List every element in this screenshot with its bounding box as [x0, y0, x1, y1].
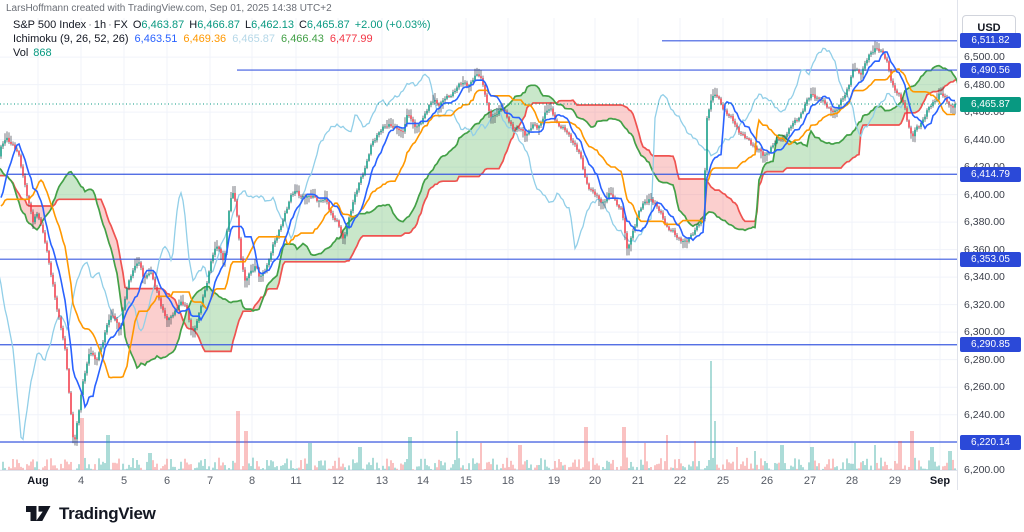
- senkou-a-value: 6,466.43: [281, 33, 324, 45]
- low-key: L: [245, 19, 252, 31]
- time-tick-label: 4: [77, 475, 85, 487]
- volume-legend-row[interactable]: Vol 868: [13, 47, 431, 61]
- level-price-badge: 6,220.14: [960, 434, 1021, 450]
- volume-value: 868: [33, 47, 52, 59]
- chart-plot-area[interactable]: [0, 0, 957, 470]
- time-tick-label: 14: [416, 475, 430, 487]
- kijun-line: [0, 68, 955, 379]
- tradingview-logo-icon: [26, 506, 51, 521]
- symbol-name: S&P 500 Index: [13, 19, 87, 31]
- time-tick-label: 19: [547, 475, 561, 487]
- price-tick-label: 6,400.00: [964, 188, 1005, 201]
- open-key: O: [132, 19, 142, 31]
- open-value: 6,463.87: [141, 19, 185, 31]
- grid-layer: [0, 18, 957, 470]
- tenkan-value: 6,463.51: [134, 33, 178, 45]
- change-value: +2.00 (+0.03%): [354, 19, 431, 31]
- time-tick-label: Aug: [27, 475, 49, 487]
- price-tick-label: 6,300.00: [964, 326, 1005, 339]
- time-axis[interactable]: Aug 4 5 6 7 8 11 12 13 14 15 18 19 20 21 22 25 26 27 28 29 Se…: [0, 470, 1024, 491]
- candles-layer: [0, 41, 956, 446]
- time-tick-label: 18: [501, 475, 515, 487]
- time-tick-label: Sep: [929, 475, 951, 487]
- legend-separator: ·: [108, 19, 112, 31]
- level-price-badge: 6,414.79: [960, 166, 1021, 182]
- price-tick-label: 6,240.00: [964, 408, 1005, 421]
- interval-label[interactable]: 1h: [93, 19, 107, 31]
- symbol-legend-row[interactable]: S&P 500 Index · 1h · FX O6,463.87 H6,466.87 L6,…: [13, 19, 431, 33]
- high-key: H: [189, 19, 198, 31]
- price-tick-label: 6,380.00: [964, 216, 1005, 229]
- chikou-value: 6,465.87: [232, 33, 276, 45]
- time-tick-label: 8: [248, 475, 256, 487]
- kijun-value: 6,469.36: [183, 33, 227, 45]
- price-axis[interactable]: USD 6,500.006,480.006,460.006,440.006,42…: [957, 0, 1024, 490]
- tradingview-brand-text: TradingView: [59, 504, 156, 523]
- time-tick-label: 7: [206, 475, 214, 487]
- senkou-b-value: 6,477.99: [329, 33, 373, 45]
- close-key: C: [298, 19, 307, 31]
- time-tick-label: 29: [888, 475, 902, 487]
- indicator-name[interactable]: Ichimoku: [13, 33, 58, 45]
- close-value: 6,465.87: [306, 19, 350, 31]
- time-tick-label: 11: [290, 475, 302, 487]
- attribution-bar: TradingView: [0, 490, 1024, 532]
- time-tick-label: 26: [760, 475, 774, 487]
- level-price-badge: 6,290.85: [960, 337, 1021, 353]
- level-lines: [0, 40, 957, 443]
- time-tick-label: 20: [588, 475, 602, 487]
- chart-legend: S&P 500 Index · 1h · FX O6,463.87 H6,466.87 L6,…: [13, 19, 431, 61]
- time-tick-label: 5: [120, 475, 128, 487]
- price-tick-label: 6,320.00: [964, 298, 1005, 311]
- ichimoku-legend-row[interactable]: Ichimoku (9, 26, 52, 26) 6,463.51 6,469.36 6…: [13, 33, 431, 47]
- time-tick-label: 25: [716, 475, 730, 487]
- time-tick-label: 28: [845, 475, 859, 487]
- time-tick-label: 6: [163, 475, 171, 487]
- volume-layer: [2, 361, 956, 470]
- price-tick-label: 6,340.00: [964, 271, 1005, 284]
- level-price-badge: 6,490.56: [960, 62, 1021, 78]
- time-tick-label: 13: [375, 475, 389, 487]
- price-tick-label: 6,440.00: [964, 133, 1005, 146]
- senkou-b-line: [0, 78, 957, 353]
- last-price-badge: 6,465.87: [960, 96, 1021, 112]
- tenkan-line: [0, 51, 955, 410]
- time-tick-label: 22: [673, 475, 687, 487]
- tradingview-logo-link[interactable]: TradingView: [25, 504, 156, 524]
- ichimoku-cloud: [0, 65, 957, 368]
- time-tick-label: 21: [631, 475, 645, 487]
- low-value: 6,462.13: [251, 19, 294, 31]
- indicator-params: (9, 26, 52, 26): [60, 33, 129, 45]
- level-price-badge: 6,353.05: [960, 251, 1021, 267]
- high-value: 6,466.87: [197, 19, 241, 31]
- price-tick-label: 6,260.00: [964, 381, 1005, 394]
- price-tick-label: 6,500.00: [964, 51, 1005, 64]
- volume-label: Vol: [13, 47, 29, 59]
- time-tick-label: 12: [331, 475, 345, 487]
- legend-separator: ·: [88, 19, 92, 31]
- exchange-label: FX: [113, 19, 128, 31]
- senkou-a-line: [0, 64, 957, 370]
- level-price-badge: 6,511.82: [960, 33, 1021, 49]
- time-tick-label: 27: [803, 475, 817, 487]
- time-tick-label: 15: [459, 475, 473, 487]
- creator-watermark: LarsHoffmann created with TradingView.co…: [6, 3, 332, 14]
- price-tick-label: 6,200.00: [964, 463, 1005, 476]
- chikou-line: [0, 47, 904, 441]
- price-tick-label: 6,480.00: [964, 78, 1005, 91]
- price-tick-label: 6,280.00: [964, 353, 1005, 366]
